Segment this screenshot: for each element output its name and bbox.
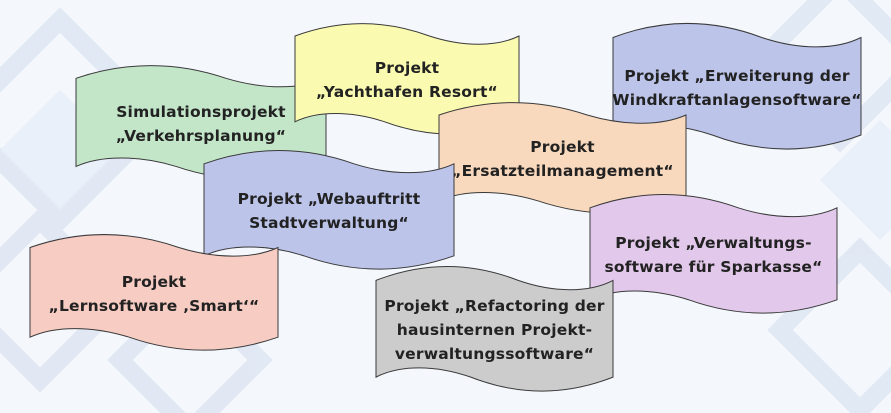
project-flag-windkraft: Projekt „Erweiterung der Windkraftanlage… [613, 25, 861, 150]
project-flag-lernsoftware: Projekt „Lernsoftware ‚Smart‘“ [30, 236, 278, 351]
project-label-ersatzteil: Projekt „Ersatzteilmanagement“ [451, 138, 674, 180]
project-label-lernsoftware: Projekt „Lernsoftware ‚Smart‘“ [48, 272, 260, 315]
project-flag-yachthafen: Projekt „Yachthafen Resort“ [295, 25, 519, 135]
project-label-sparkasse: Projekt „Verwaltungs- software für Spark… [604, 234, 823, 276]
project-label-webauftritt: Projekt „Webauftritt Stadtverwaltung“ [237, 190, 421, 232]
project-flag-sparkasse: Projekt „Verwaltungs- software für Spark… [590, 196, 837, 314]
flag-shape [204, 152, 454, 270]
project-flag-webauftritt: Projekt „Webauftritt Stadtverwaltung“ [204, 152, 454, 270]
project-flag-ersatzteil: Projekt „Ersatzteilmanagement“ [439, 104, 686, 214]
project-label-refactoring: Projekt „Refactoring der hausinternen Pr… [384, 297, 605, 363]
project-label-windkraft: Projekt „Erweiterung der Windkraftanlage… [612, 66, 862, 109]
project-flag-refactoring: Projekt „Refactoring der hausinternen Pr… [376, 268, 613, 392]
project-label-verkehrsplanung: Simulationsprojekt „Verkehrsplanung“ [115, 102, 287, 145]
flag-shape [590, 196, 837, 314]
flag-shape [376, 268, 613, 392]
project-label-yachthafen: Projekt „Yachthafen Resort“ [316, 59, 498, 101]
flag-shape [30, 236, 278, 351]
